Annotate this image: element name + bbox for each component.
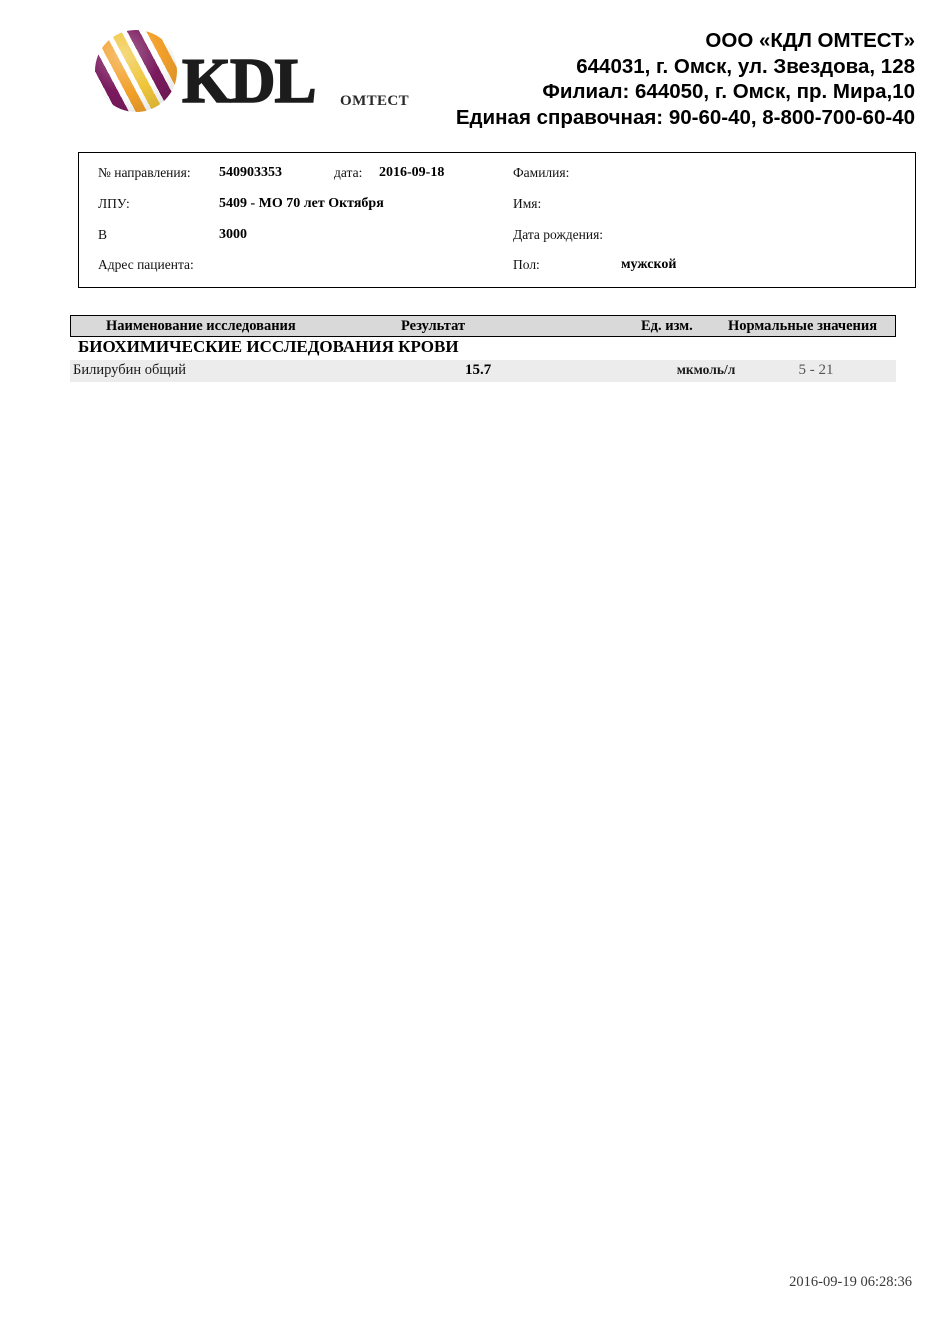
org-address-main: 644031, г. Омск, ул. Звездова, 128 (576, 54, 915, 78)
column-header-norm: Нормальные значения (728, 318, 878, 334)
info-row-lpu: ЛПУ: 5409 - МО 70 лет Октября Имя: (79, 196, 917, 216)
date-value: 2016-09-18 (379, 165, 445, 180)
b-value: 3000 (219, 227, 247, 242)
sex-value: мужской (621, 257, 677, 272)
info-row-b: В 3000 Дата рождения: (79, 227, 917, 247)
lpu-label: ЛПУ: (98, 196, 130, 211)
table-row: Билирубин общий 15.7 мкмоль/л 5 - 21 (70, 360, 896, 382)
cell-test-name: Билирубин общий (73, 362, 187, 378)
cell-test-norm: 5 - 21 (798, 362, 834, 378)
b-label: В (98, 227, 108, 242)
section-header-row: БИОХИМИЧЕСКИЕ ИССЛЕДОВАНИЯ КРОВИ (70, 337, 896, 360)
sex-label: Пол: (513, 257, 540, 272)
patient-info-box: № направления: 540903353 дата: 2016-09-1… (78, 152, 916, 288)
column-header-unit: Ед. изм. (641, 318, 693, 334)
address-label: Адрес пациента: (98, 257, 194, 272)
firstname-label: Имя: (513, 196, 542, 211)
birthdate-label: Дата рождения: (513, 227, 604, 242)
kdl-logo: KDL ОМТЕСТ (90, 24, 410, 139)
referral-value: 540903353 (219, 165, 282, 180)
referral-label: № направления: (98, 165, 191, 180)
print-timestamp: 2016-09-19 06:28:36 (789, 1274, 912, 1290)
surname-label: Фамилия: (513, 165, 570, 180)
logo-subtext: ОМТЕСТ (340, 93, 410, 109)
sphere-shading (95, 30, 177, 112)
lpu-value: 5409 - МО 70 лет Октября (219, 196, 384, 211)
org-name: ООО «КДЛ ОМТЕСТ» (705, 29, 915, 52)
sphere-logo-icon (95, 30, 177, 112)
info-row-address: Адрес пациента: Пол: мужской (79, 257, 917, 277)
info-row-referral: № направления: 540903353 дата: 2016-09-1… (79, 165, 917, 185)
org-phone: Единая справочная: 90-60-40, 8-800-700-6… (455, 105, 915, 129)
org-address-branch: Филиал: 644050, г. Омск, пр. Мира,10 (542, 80, 915, 103)
document-header: KDL ОМТЕСТ ООО «КДЛ ОМТЕСТ» 644031, г. О… (0, 0, 937, 150)
results-table: Наименование исследования Результат Ед. … (70, 315, 896, 382)
column-header-result: Результат (401, 318, 466, 334)
table-header-row: Наименование исследования Результат Ед. … (70, 315, 896, 337)
logo-wordmark: KDL (181, 46, 317, 116)
cell-test-result: 15.7 (465, 362, 492, 378)
section-title: БИОХИМИЧЕСКИЕ ИССЛЕДОВАНИЯ КРОВИ (78, 337, 459, 356)
date-label: дата: (334, 165, 363, 180)
cell-test-unit: мкмоль/л (676, 362, 736, 377)
organization-details: ООО «КДЛ ОМТЕСТ» 644031, г. Омск, ул. Зв… (456, 28, 915, 130)
column-header-name: Наименование исследования (106, 318, 296, 334)
